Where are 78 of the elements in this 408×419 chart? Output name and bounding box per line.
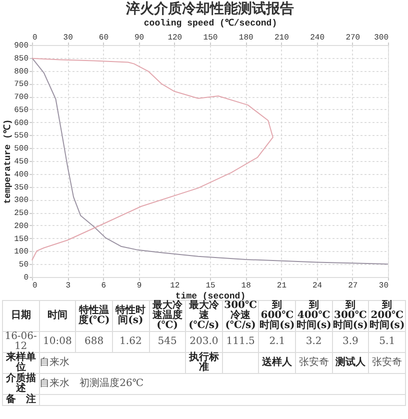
text: 测试人 <box>332 352 369 374</box>
y-tick-label: 200 <box>14 222 29 231</box>
x-tick-label: 6 <box>101 282 106 290</box>
y-tick-label: 500 <box>14 144 29 154</box>
y-tick-label: 600 <box>14 118 29 128</box>
x2-tick-label: 120 <box>168 34 182 42</box>
y-tick-label: 400 <box>14 170 29 180</box>
x-tick-label: 30 <box>378 282 389 290</box>
text: 111.5 <box>222 332 259 352</box>
chart-title: 淬火介质冷却性能测试报告 <box>125 0 294 17</box>
x-tick-label: 21 <box>276 282 287 290</box>
text: 16-06-12 <box>2 331 40 352</box>
text: 到400℃时间(s) <box>296 300 332 332</box>
text: 送样人 <box>258 352 296 374</box>
text: 203.0 <box>186 332 222 352</box>
x2-tick-label: 90 <box>134 34 144 42</box>
line-series <box>32 57 388 265</box>
x-tick-label: 9 <box>136 282 142 290</box>
x-tick-label: 12 <box>170 282 180 290</box>
text: 特性时间(s) <box>112 300 149 332</box>
x-tick-label: 18 <box>241 282 252 290</box>
y-tick-label: 450 <box>14 158 29 166</box>
text: 张安奇 <box>296 352 332 374</box>
text: 3.9 <box>332 332 369 352</box>
text: 特性温度(℃) <box>76 300 112 332</box>
x2-tick-label: 60 <box>98 34 109 42</box>
text: 545 <box>149 332 186 352</box>
y-tick-label: 650 <box>14 106 29 115</box>
x-tick-label: 27 <box>348 282 358 290</box>
y-tick-label: 800 <box>14 67 29 76</box>
text: 最大冷速(℃/s) <box>186 300 222 332</box>
x2-tick-label: 180 <box>238 34 254 42</box>
y-tick-label: 850 <box>14 54 29 64</box>
y-tick-label: 700 <box>14 93 29 102</box>
x2-tick-label: 30 <box>63 34 74 42</box>
text: 2.1 <box>258 332 296 352</box>
x-tick-label: 3 <box>66 282 71 290</box>
text: 自来水 初测温度26℃ <box>39 374 406 394</box>
x-axis-title: time (second) <box>175 292 246 302</box>
y-tick-label: 300 <box>14 196 29 206</box>
x2-tick-label: 0 <box>32 34 38 42</box>
text: 1.62 <box>112 332 149 352</box>
y-axis-title: temperature (℃) <box>3 119 14 204</box>
y-tick-label: 50 <box>18 260 29 270</box>
y-tick-label: 750 <box>14 80 29 90</box>
y-tick-label: 350 <box>14 183 29 192</box>
x2-tick-label: 150 <box>203 34 218 42</box>
text: 备 注 <box>2 394 40 406</box>
text: 300℃冷速(℃/s) <box>222 300 259 332</box>
text: 执行标准 <box>186 352 222 374</box>
y-tick-label: 250 <box>14 209 29 218</box>
y-tick-label: 550 <box>14 132 29 141</box>
text: 10:08 <box>39 332 76 352</box>
y-tick-label: 0 <box>24 274 29 282</box>
text: 最大冷速温度(℃) <box>149 300 186 332</box>
x2-tick-label: 270 <box>346 34 360 42</box>
x2-tick-label: 240 <box>310 34 325 42</box>
text: 688 <box>76 332 112 352</box>
y-tick-label: 900 <box>14 42 29 50</box>
text: 介质描述 <box>2 373 40 394</box>
x2-tick-label: 210 <box>274 34 290 42</box>
x-tick-label: 24 <box>312 282 322 290</box>
x-tick-label: 15 <box>206 282 216 290</box>
x2-axis-title: cooling speed (℃/second) <box>144 18 278 28</box>
text: 3.2 <box>296 332 332 352</box>
text: 日期 <box>2 300 40 332</box>
text: 到300℃时间(s) <box>332 300 369 332</box>
text: 时间 <box>39 300 76 332</box>
text: 到200℃时间(s) <box>368 300 406 332</box>
y-tick-label: 100 <box>14 248 29 257</box>
x-tick-label: 0 <box>32 282 38 290</box>
x2-tick-label: 300 <box>374 34 389 42</box>
text: 张安奇 <box>368 352 406 374</box>
text: 自来水 <box>39 352 186 374</box>
y-tick-label: 150 <box>14 234 29 244</box>
text: 来样单位 <box>2 352 40 374</box>
text: 到600℃时间(s) <box>258 300 296 332</box>
text: 5.1 <box>368 332 406 352</box>
